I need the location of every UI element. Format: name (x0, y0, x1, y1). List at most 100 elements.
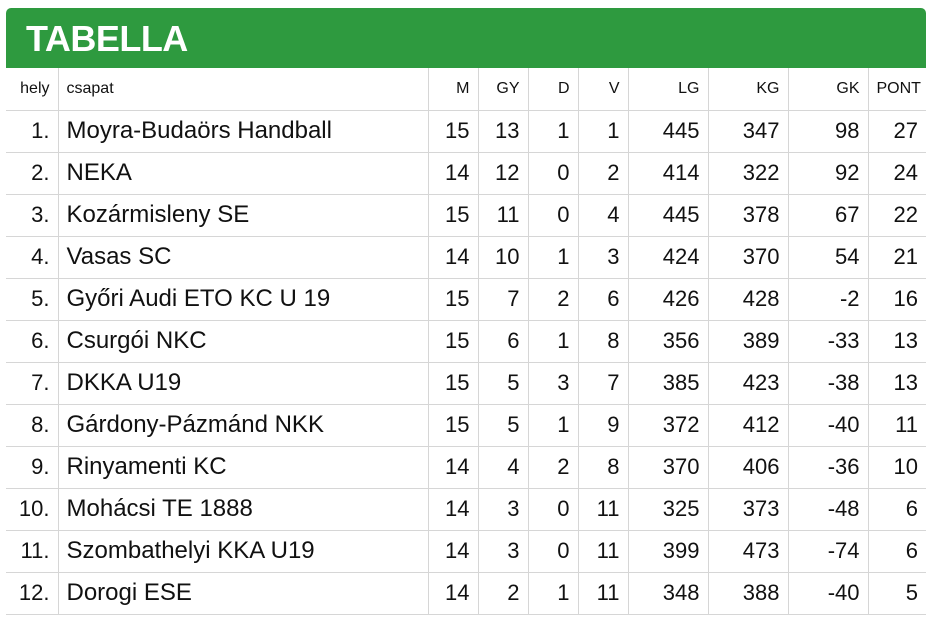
cell-points: 27 (867, 109, 926, 153)
cell-team: Kozármisleny SE (57, 193, 429, 237)
cell-pos: 2. (6, 151, 59, 195)
cell-goals-for: 426 (627, 277, 709, 321)
header-row: hely csapat M GY D V LG KG GK PONT (6, 68, 926, 111)
col-header-losses: V (577, 68, 629, 111)
cell-goals-for: 424 (627, 235, 709, 279)
table-row: 10. Mohácsi TE 1888 14 3 0 11 325 373 -4… (6, 487, 926, 531)
cell-played: 15 (427, 193, 479, 237)
cell-goals-against: 322 (707, 151, 789, 195)
cell-draws: 0 (527, 487, 579, 531)
cell-wins: 11 (477, 193, 529, 237)
cell-goal-diff: -2 (787, 277, 869, 321)
cell-goals-against: 428 (707, 277, 789, 321)
cell-losses: 8 (577, 445, 629, 489)
cell-losses: 4 (577, 193, 629, 237)
cell-draws: 1 (527, 109, 579, 153)
table-row: 3. Kozármisleny SE 15 11 0 4 445 378 67 … (6, 193, 926, 237)
cell-goal-diff: -40 (787, 571, 869, 615)
cell-team: Dorogi ESE (57, 571, 429, 615)
cell-losses: 8 (577, 319, 629, 363)
table-row: 8. Gárdony-Pázmánd NKK 15 5 1 9 372 412 … (6, 403, 926, 447)
cell-goals-against: 389 (707, 319, 789, 363)
cell-goals-against: 388 (707, 571, 789, 615)
cell-points: 11 (867, 403, 926, 447)
cell-team: Gárdony-Pázmánd NKK (57, 403, 429, 447)
cell-goal-diff: 67 (787, 193, 869, 237)
cell-pos: 8. (6, 403, 59, 447)
cell-losses: 7 (577, 361, 629, 405)
col-header-draws: D (527, 68, 579, 111)
cell-goals-for: 399 (627, 529, 709, 573)
cell-wins: 5 (477, 361, 529, 405)
cell-points: 21 (867, 235, 926, 279)
cell-goals-against: 373 (707, 487, 789, 531)
cell-goals-for: 414 (627, 151, 709, 195)
cell-draws: 3 (527, 361, 579, 405)
cell-played: 14 (427, 571, 479, 615)
cell-losses: 3 (577, 235, 629, 279)
cell-goals-for: 372 (627, 403, 709, 447)
cell-team: Szombathelyi KKA U19 (57, 529, 429, 573)
col-header-goal-diff: GK (787, 68, 869, 111)
cell-pos: 9. (6, 445, 59, 489)
cell-goals-against: 370 (707, 235, 789, 279)
cell-goals-for: 356 (627, 319, 709, 363)
cell-points: 5 (867, 571, 926, 615)
cell-points: 24 (867, 151, 926, 195)
table-row: 12. Dorogi ESE 14 2 1 11 348 388 -40 5 (6, 571, 926, 615)
cell-goals-against: 406 (707, 445, 789, 489)
cell-draws: 0 (527, 193, 579, 237)
cell-team: DKKA U19 (57, 361, 429, 405)
cell-goals-for: 385 (627, 361, 709, 405)
cell-wins: 5 (477, 403, 529, 447)
cell-pos: 10. (6, 487, 59, 531)
table-row: 1. Moyra-Budaörs Handball 15 13 1 1 445 … (6, 109, 926, 153)
cell-points: 16 (867, 277, 926, 321)
cell-goals-against: 412 (707, 403, 789, 447)
cell-goal-diff: -48 (787, 487, 869, 531)
table-row: 7. DKKA U19 15 5 3 7 385 423 -38 13 (6, 361, 926, 405)
cell-pos: 11. (6, 529, 59, 573)
cell-points: 22 (867, 193, 926, 237)
cell-goals-against: 378 (707, 193, 789, 237)
cell-wins: 2 (477, 571, 529, 615)
cell-team: Vasas SC (57, 235, 429, 279)
cell-losses: 11 (577, 571, 629, 615)
cell-goals-for: 325 (627, 487, 709, 531)
cell-pos: 3. (6, 193, 59, 237)
cell-losses: 11 (577, 487, 629, 531)
cell-draws: 2 (527, 277, 579, 321)
cell-wins: 7 (477, 277, 529, 321)
cell-played: 14 (427, 487, 479, 531)
cell-wins: 10 (477, 235, 529, 279)
cell-draws: 1 (527, 571, 579, 615)
standings-header: TABELLA (6, 8, 926, 68)
cell-draws: 1 (527, 403, 579, 447)
cell-goal-diff: -74 (787, 529, 869, 573)
cell-losses: 6 (577, 277, 629, 321)
cell-goals-against: 347 (707, 109, 789, 153)
cell-losses: 1 (577, 109, 629, 153)
cell-pos: 1. (6, 109, 59, 153)
cell-goals-against: 423 (707, 361, 789, 405)
cell-played: 14 (427, 445, 479, 489)
col-header-goals-for: LG (627, 68, 709, 111)
cell-points: 10 (867, 445, 926, 489)
cell-team: Csurgói NKC (57, 319, 429, 363)
cell-wins: 4 (477, 445, 529, 489)
cell-goal-diff: 54 (787, 235, 869, 279)
cell-played: 15 (427, 277, 479, 321)
cell-points: 13 (867, 361, 926, 405)
cell-goals-for: 370 (627, 445, 709, 489)
cell-wins: 3 (477, 487, 529, 531)
table-row: 4. Vasas SC 14 10 1 3 424 370 54 21 (6, 235, 926, 279)
cell-pos: 12. (6, 571, 59, 615)
cell-draws: 2 (527, 445, 579, 489)
cell-losses: 9 (577, 403, 629, 447)
cell-played: 14 (427, 151, 479, 195)
cell-losses: 11 (577, 529, 629, 573)
cell-played: 15 (427, 319, 479, 363)
cell-points: 13 (867, 319, 926, 363)
cell-points: 6 (867, 529, 926, 573)
cell-goals-against: 473 (707, 529, 789, 573)
